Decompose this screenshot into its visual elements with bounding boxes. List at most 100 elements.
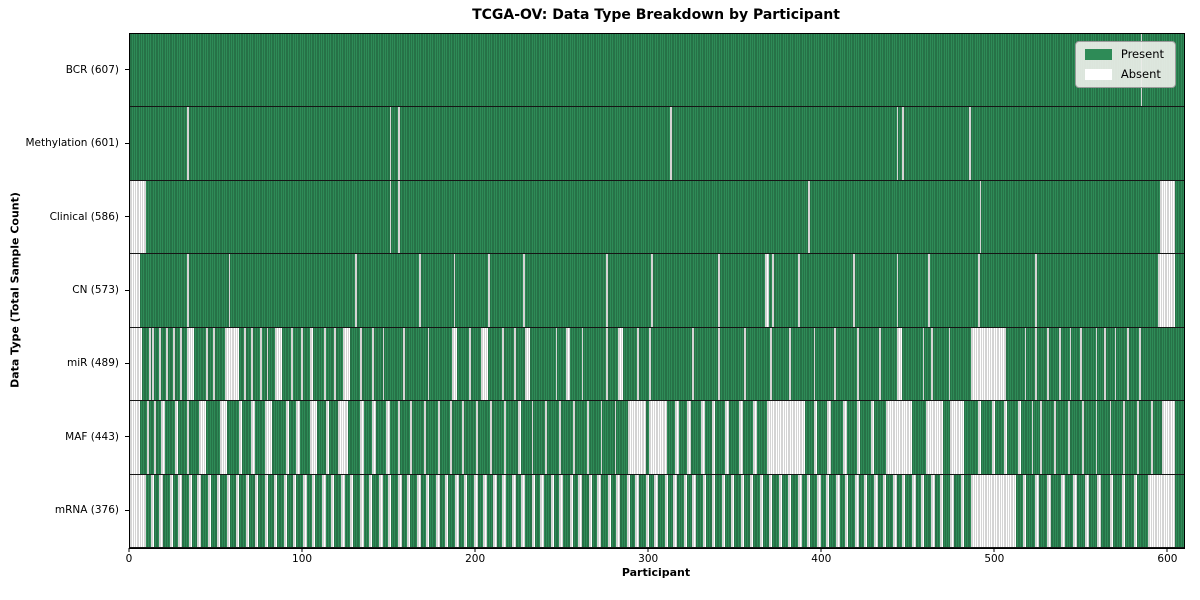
absent-cells (1123, 401, 1126, 474)
absent-cells (187, 327, 195, 401)
y-tick-mark (125, 142, 129, 144)
absent-cells (1017, 401, 1022, 474)
absent-cells (451, 327, 458, 401)
absent-cells (618, 327, 624, 401)
absent-cells (740, 474, 745, 547)
absent-cells (503, 401, 506, 474)
absent-cells (152, 327, 155, 401)
absent-cells (259, 327, 262, 401)
absent-cells (187, 254, 189, 327)
absent-cells (1109, 474, 1114, 547)
absent-cells (1080, 327, 1082, 401)
absent-cells (950, 401, 965, 474)
absent-cells (1137, 401, 1139, 474)
absent-cells (540, 474, 544, 547)
absent-cells (927, 254, 930, 327)
legend-present-swatch (1084, 49, 1112, 61)
absent-cells (573, 401, 575, 474)
absent-cells (1158, 254, 1176, 327)
absent-cells (173, 327, 175, 401)
absent-cells (244, 327, 246, 401)
absent-cells (926, 401, 944, 474)
absent-cells (874, 474, 878, 547)
legend-entry-absent: Absent (1084, 68, 1164, 81)
absent-cells (1151, 401, 1153, 474)
absent-cells (481, 327, 489, 401)
absent-cells (389, 107, 392, 180)
absent-cells (349, 474, 354, 547)
y-tick-mark (125, 436, 129, 438)
y-tick-label-BCR: BCR (607) (65, 63, 119, 76)
absent-cells (1061, 474, 1065, 547)
absent-cells (488, 254, 490, 327)
absent-cells (759, 474, 764, 547)
absent-cells (979, 180, 982, 254)
absent-cells (960, 474, 965, 547)
absent-cells (512, 474, 516, 547)
absent-cells (284, 474, 288, 547)
heatmap-row-CN (130, 254, 1184, 328)
absent-cells (768, 474, 773, 547)
absent-cells (882, 474, 887, 547)
absent-cells (417, 474, 421, 547)
absent-cells (424, 401, 426, 474)
absent-cells (856, 401, 861, 474)
absent-cells (614, 401, 617, 474)
absent-cells (403, 327, 406, 401)
absent-cells (637, 327, 639, 401)
absent-cells (398, 107, 400, 180)
absent-cells (588, 474, 593, 547)
absent-cells (725, 401, 729, 474)
absent-cells (1004, 401, 1008, 474)
absent-cells (254, 474, 259, 547)
x-tick-label-500: 500 (984, 553, 1005, 565)
absent-cells (901, 107, 904, 180)
absent-cells (149, 327, 151, 401)
absent-cells (1059, 327, 1062, 401)
absent-cells (187, 107, 189, 180)
absent-cells (770, 327, 773, 401)
absent-cells (744, 327, 747, 401)
absent-cells (806, 474, 811, 547)
absent-cells (1069, 327, 1072, 401)
x-tick-mark (1166, 548, 1168, 552)
absent-cells (798, 474, 802, 547)
absent-cells (978, 401, 982, 474)
absent-cells (855, 474, 859, 547)
absent-cells (739, 401, 743, 474)
absent-cells (379, 474, 383, 547)
absent-cells (290, 327, 293, 401)
absent-cells (863, 474, 868, 547)
absent-cells (521, 474, 525, 547)
absent-cells (398, 401, 400, 474)
absent-cells (931, 327, 934, 401)
absent-cells (702, 474, 707, 547)
absent-cells (325, 401, 330, 474)
absent-cells (216, 474, 220, 547)
absent-cells (879, 327, 882, 401)
absent-cells (514, 327, 516, 401)
absent-cells (154, 401, 156, 474)
absent-cells (1161, 401, 1176, 474)
absent-cells (808, 180, 811, 254)
absent-cells (275, 327, 283, 401)
x-tick-mark (474, 548, 476, 552)
x-tick-mark (993, 548, 995, 552)
absent-cells (368, 474, 373, 547)
absent-cells (372, 401, 376, 474)
absent-cells (749, 474, 754, 547)
absent-cells (766, 401, 805, 474)
absent-cells (303, 474, 307, 547)
absent-cells (896, 254, 899, 327)
y-tick-mark (125, 509, 129, 511)
absent-cells (1047, 474, 1051, 547)
absent-cells (444, 474, 449, 547)
absent-cells (522, 254, 525, 327)
absent-cells (787, 474, 792, 547)
absent-cells (971, 474, 1017, 547)
absent-cells (559, 474, 563, 547)
absent-cells (817, 474, 821, 547)
absent-cells (1031, 401, 1034, 474)
absent-cells (387, 474, 392, 547)
absent-cells (462, 401, 464, 474)
